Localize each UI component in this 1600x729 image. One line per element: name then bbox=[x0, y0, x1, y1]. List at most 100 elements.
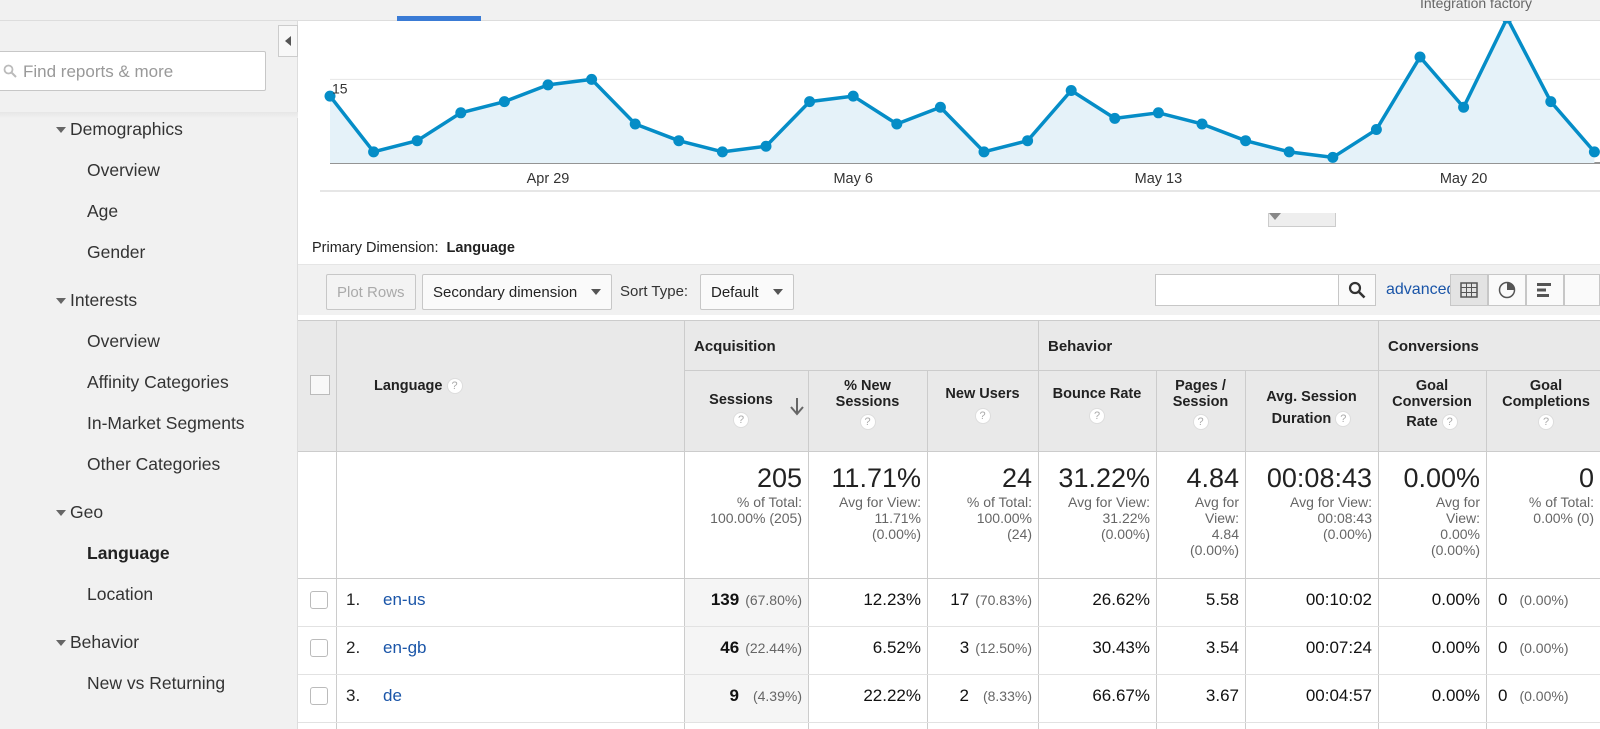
plot-rows-button[interactable]: Plot Rows bbox=[326, 274, 416, 310]
data-point bbox=[1152, 107, 1164, 119]
help-icon[interactable]: ? bbox=[859, 414, 876, 431]
col-bounce-rate[interactable]: Bounce Rate? bbox=[1038, 386, 1156, 425]
dimension-header[interactable]: Language ? bbox=[374, 378, 463, 395]
total-sub: 0.00% bbox=[1440, 526, 1480, 542]
help-icon[interactable]: ? bbox=[1441, 414, 1458, 431]
nav-item-demographics-overview[interactable]: Overview bbox=[87, 160, 160, 180]
data-point bbox=[1283, 146, 1295, 158]
total-value: 31.22% bbox=[1058, 463, 1150, 493]
help-icon[interactable]: ? bbox=[733, 412, 749, 429]
row-checkbox[interactable] bbox=[310, 591, 328, 609]
data-point bbox=[847, 90, 859, 102]
cell-goal-conversion-rate: 0.00% bbox=[1431, 638, 1480, 657]
comparison-view-button[interactable] bbox=[1564, 274, 1600, 306]
sidebar-collapse-button[interactable] bbox=[278, 25, 298, 57]
data-point bbox=[1545, 96, 1557, 108]
data-point bbox=[934, 101, 946, 113]
help-icon[interactable]: ? bbox=[446, 378, 463, 395]
nav-item-gender[interactable]: Gender bbox=[87, 242, 146, 262]
nav-item-interests-overview[interactable]: Overview bbox=[87, 331, 160, 351]
cell-goal-completions: 0 (0.00%) bbox=[1486, 590, 1600, 610]
nav-item-age[interactable]: Age bbox=[87, 201, 119, 221]
data-point bbox=[498, 96, 510, 108]
select-all-checkbox[interactable] bbox=[310, 375, 330, 395]
sessions-line-chart: 15 Apr 29 May 6 May 13 May 20 bbox=[320, 21, 1600, 192]
primary-dimension: Primary Dimension: Language bbox=[312, 240, 515, 256]
total-value: 0.00% bbox=[1403, 463, 1480, 493]
total-sub: 100.00% bbox=[976, 510, 1032, 526]
total-sessions: 205% of Total: 100.00% (205) bbox=[684, 463, 802, 526]
x-tick-label: May 20 bbox=[1440, 171, 1488, 187]
language-link[interactable]: en-us bbox=[383, 590, 426, 609]
col-pages-per-session[interactable]: Pages / Session? bbox=[1156, 378, 1245, 431]
help-icon[interactable]: ? bbox=[1089, 408, 1105, 425]
advanced-filter-link[interactable]: advanced bbox=[1386, 281, 1456, 298]
cell-new-sessions: 22.22% bbox=[863, 686, 921, 705]
data-point bbox=[1458, 101, 1470, 113]
data-point bbox=[1370, 124, 1382, 136]
cell-new-users: 2 (8.33%) bbox=[927, 686, 1033, 706]
divider bbox=[298, 264, 1600, 265]
language-link[interactable]: de bbox=[383, 686, 402, 705]
chart-expand-toggle[interactable] bbox=[1268, 213, 1336, 227]
expand-triangle-icon bbox=[56, 639, 66, 646]
col-goal-conversion-rate[interactable]: Goal Conversion Rate ? bbox=[1378, 378, 1486, 431]
bar-view-button[interactable] bbox=[1526, 274, 1564, 306]
cell-duration: 00:10:02 bbox=[1305, 590, 1372, 609]
help-icon[interactable]: ? bbox=[1538, 414, 1554, 431]
table-search-button[interactable] bbox=[1338, 274, 1376, 306]
report-search-input[interactable] bbox=[23, 60, 259, 84]
sort-descending-icon[interactable] bbox=[790, 398, 804, 416]
nav-group-behavior[interactable]: Behavior bbox=[56, 632, 139, 653]
data-point bbox=[1022, 135, 1034, 147]
sessions-chart: 15 Apr 29 May 6 May 13 May 20 bbox=[298, 21, 1600, 227]
bar-chart-icon bbox=[1537, 283, 1551, 297]
series-area bbox=[330, 21, 1595, 163]
table-view-button[interactable] bbox=[1450, 274, 1488, 306]
col-avg-session-duration[interactable]: Avg. Session Duration ? bbox=[1245, 386, 1378, 430]
search-divider bbox=[0, 112, 298, 118]
sort-type-dropdown[interactable]: Default bbox=[700, 274, 794, 310]
cell-new-sessions: 6.52% bbox=[872, 638, 921, 657]
expand-triangle-icon bbox=[56, 126, 66, 133]
col-gc-label-1: Goal bbox=[1529, 378, 1563, 394]
nav-item-affinity-categories[interactable]: Affinity Categories bbox=[87, 372, 229, 392]
nav-item-location[interactable]: Location bbox=[87, 584, 154, 604]
col-sessions-label: Sessions bbox=[709, 392, 773, 408]
account-name[interactable]: Integration factory bbox=[1420, 0, 1533, 11]
report-search-box[interactable] bbox=[0, 51, 266, 91]
nav-group-demographics[interactable]: Demographics bbox=[56, 119, 183, 140]
data-point bbox=[804, 96, 816, 108]
language-link[interactable]: en-gb bbox=[383, 638, 427, 657]
row-checkbox[interactable] bbox=[310, 639, 328, 657]
nav-item-in-market-segments[interactable]: In-Market Segments bbox=[87, 413, 245, 433]
total-sub: Avg for View: bbox=[839, 494, 921, 510]
cell-pages: 3.67 bbox=[1205, 686, 1239, 705]
nav-group-geo[interactable]: Geo bbox=[56, 502, 103, 523]
help-icon[interactable]: ? bbox=[1335, 411, 1352, 428]
pie-view-button[interactable] bbox=[1488, 274, 1526, 306]
cell-sessions: 46 (22.44%) bbox=[684, 638, 802, 658]
nav-group-interests[interactable]: Interests bbox=[56, 290, 137, 311]
row-divider bbox=[298, 674, 1600, 675]
nav-item-other-categories[interactable]: Other Categories bbox=[87, 454, 221, 474]
col-new-users[interactable]: New Users? bbox=[927, 386, 1038, 425]
active-tab-indicator bbox=[397, 16, 481, 21]
col-new-sessions[interactable]: % New Sessions? bbox=[808, 378, 927, 431]
total-value: 24 bbox=[1001, 463, 1032, 493]
data-point bbox=[673, 135, 685, 147]
nav-item-language[interactable]: Language bbox=[87, 543, 170, 563]
help-icon[interactable]: ? bbox=[1192, 414, 1209, 431]
col-goal-completions[interactable]: Goal Completions? bbox=[1486, 378, 1600, 431]
table-filter-input[interactable] bbox=[1155, 274, 1373, 306]
column-divider bbox=[336, 320, 337, 729]
row-checkbox[interactable] bbox=[310, 687, 328, 705]
secondary-dimension-dropdown[interactable]: Secondary dimension bbox=[422, 274, 613, 310]
nav-item-new-vs-returning[interactable]: New vs Returning bbox=[87, 673, 226, 693]
report-table: Language ? Acquisition Behavior Conversi… bbox=[298, 320, 1600, 729]
cell-bounce-rate: 66.67% bbox=[1092, 686, 1150, 705]
row-divider bbox=[298, 722, 1600, 723]
total-sub: View: bbox=[1205, 510, 1239, 526]
col-sessions[interactable]: Sessions? bbox=[694, 392, 788, 429]
help-icon[interactable]: ? bbox=[974, 408, 991, 425]
